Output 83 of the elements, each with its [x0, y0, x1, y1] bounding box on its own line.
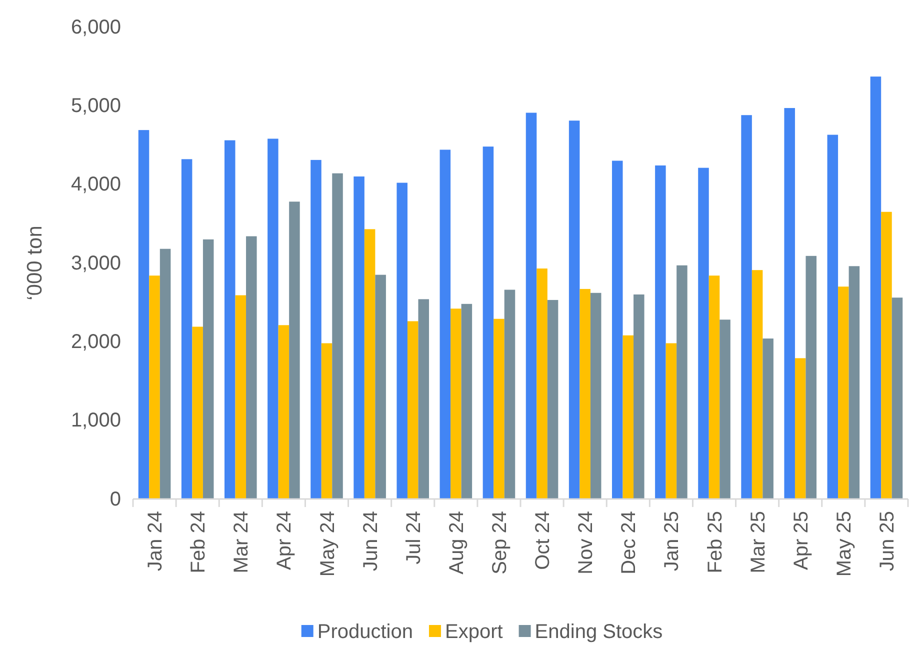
y-axis-title: ‘000 ton	[23, 226, 46, 300]
bar	[892, 298, 903, 499]
x-tick-label: Jun 24	[360, 511, 382, 572]
x-tick-label: Jun 25	[876, 511, 898, 572]
bar	[612, 160, 623, 499]
y-tick-label: 1,000	[70, 410, 121, 432]
bar	[547, 300, 558, 499]
bar	[848, 266, 860, 499]
bar	[364, 229, 376, 499]
bar	[375, 274, 386, 499]
bar	[504, 290, 516, 499]
y-tick-label: 6,000	[70, 16, 121, 38]
y-tick-label: 3,000	[70, 252, 121, 274]
bar	[181, 159, 192, 499]
bar	[752, 270, 763, 499]
bar	[634, 294, 644, 499]
x-tick-label: Jan 24	[144, 511, 167, 572]
bar	[482, 146, 494, 499]
x-tick-label: Nov 24	[575, 511, 598, 574]
bar	[708, 276, 720, 499]
bar	[741, 115, 752, 499]
bar	[784, 108, 795, 499]
bar	[235, 295, 246, 499]
x-tick-label: May 24	[316, 511, 339, 577]
x-tick-label: Jan 25	[661, 511, 684, 572]
bar	[494, 318, 504, 499]
x-tick-label: Mar 25	[747, 511, 770, 574]
x-tick-label: Sep 24	[488, 511, 511, 574]
bar	[827, 134, 838, 499]
bar	[526, 112, 537, 499]
bar	[289, 202, 300, 499]
bar	[676, 265, 688, 499]
bar	[762, 338, 774, 499]
bar	[461, 304, 472, 499]
bar	[192, 326, 203, 499]
legend-label: Ending Stocks	[534, 621, 663, 643]
bar	[720, 320, 730, 499]
y-tick-label: 2,000	[70, 331, 121, 354]
bar	[655, 165, 666, 499]
y-tick-label: 0	[110, 488, 121, 510]
bar	[440, 150, 451, 499]
x-tick-label: Aug 24	[446, 511, 468, 574]
bar	[310, 160, 322, 499]
bar	[246, 236, 257, 499]
x-tick-label: Mar 24	[230, 511, 253, 574]
bar	[268, 138, 278, 499]
legend-label: Export	[444, 621, 504, 643]
bar	[332, 173, 343, 499]
bar	[590, 292, 602, 499]
bar	[698, 168, 709, 499]
bar	[202, 239, 214, 499]
bar	[806, 256, 817, 499]
bar	[396, 182, 408, 499]
bar	[870, 76, 882, 499]
x-tick-label: Apr 25	[790, 511, 812, 570]
x-tick-label: Feb 24	[188, 511, 210, 574]
x-tick-label: May 25	[833, 511, 856, 577]
bar	[278, 325, 290, 499]
bar	[354, 176, 364, 499]
x-tick-label: Jul 24	[402, 511, 425, 564]
bar	[149, 276, 160, 499]
bar	[622, 335, 634, 499]
y-tick-label: 4,000	[70, 174, 121, 196]
bar	[881, 212, 892, 499]
bar	[160, 248, 171, 499]
legend-label: Production	[317, 621, 413, 643]
bar	[321, 343, 332, 499]
bar	[407, 321, 418, 499]
y-tick-label: 5,000	[70, 95, 121, 118]
bar	[568, 120, 580, 499]
bar	[666, 343, 677, 499]
bar	[536, 268, 548, 499]
bar	[580, 288, 590, 499]
bar	[794, 358, 806, 499]
bar	[838, 286, 849, 499]
x-tick-label: Feb 25	[704, 511, 726, 574]
x-tick-label: Dec 24	[618, 511, 640, 574]
bar	[418, 299, 430, 499]
bar	[138, 130, 150, 499]
x-tick-label: Oct 24	[532, 511, 554, 570]
bar	[450, 308, 462, 499]
bar	[224, 140, 236, 499]
x-tick-label: Apr 24	[274, 511, 296, 570]
